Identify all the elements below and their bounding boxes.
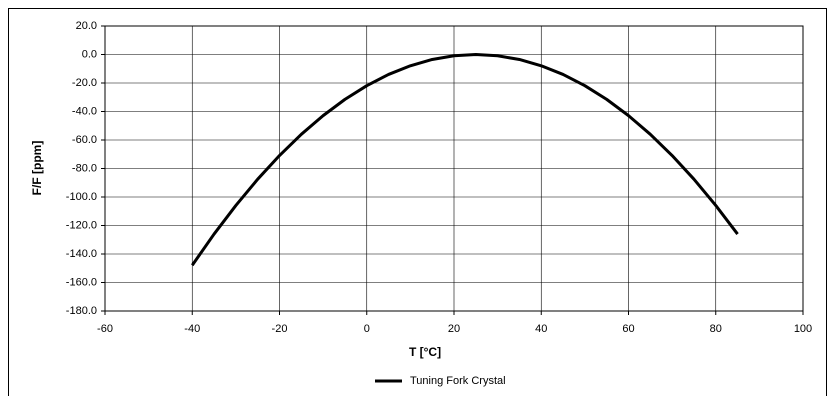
y-tick-label: -100.0	[66, 191, 97, 203]
line	[191, 53, 739, 267]
y-tick-label: -40.0	[72, 105, 97, 117]
x-tick-label: 80	[710, 323, 722, 335]
plot-area	[104, 25, 804, 312]
y-tick-label: -60.0	[72, 134, 97, 146]
legend-label: Tuning Fork Crystal	[410, 375, 506, 387]
x-tick-label: 0	[364, 323, 370, 335]
y-tick-label: -120.0	[66, 219, 97, 231]
y-tick-label: -140.0	[66, 248, 97, 260]
x-tick-label: -20	[272, 323, 288, 335]
x-tick-label: -60	[97, 323, 113, 335]
chart-frame	[8, 8, 827, 396]
y-tick-label: 20.0	[76, 20, 97, 32]
x-tick-label: -40	[184, 323, 200, 335]
x-tick-label: 40	[535, 323, 547, 335]
x-tick-label: 60	[622, 323, 634, 335]
y-axis-title: F/F [ppm]	[30, 141, 44, 196]
x-tick-label: 20	[448, 323, 460, 335]
x-tick-label: 100	[794, 323, 812, 335]
y-tick-label: -80.0	[72, 162, 97, 174]
y-tick-label: 0.0	[82, 48, 97, 60]
y-tick-label: -180.0	[66, 305, 97, 317]
y-tick-label: -160.0	[66, 276, 97, 288]
x-axis-title: T [°C]	[409, 345, 441, 359]
y-tick-label: -20.0	[72, 77, 97, 89]
